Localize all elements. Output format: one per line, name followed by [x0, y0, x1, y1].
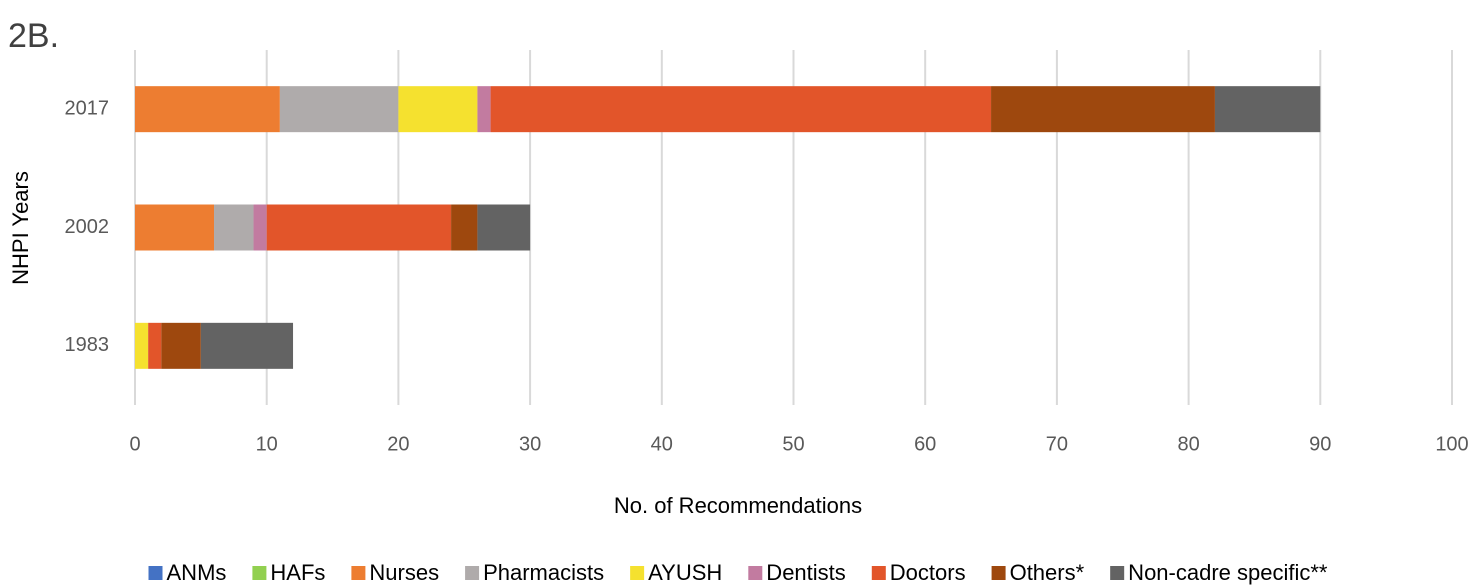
bar-segment [253, 204, 267, 251]
bar-segment [1214, 86, 1321, 133]
legend-swatch [630, 566, 645, 580]
bar-segment [200, 322, 294, 369]
y-tick-label: 2017 [65, 97, 110, 119]
x-tick-label: 60 [914, 433, 936, 455]
y-tick-label: 2002 [65, 216, 110, 238]
chart-title: 2B. [8, 17, 59, 55]
bar-segment [451, 204, 478, 251]
x-tick-label: 80 [1177, 433, 1199, 455]
x-axis-label: No. of Recommendations [614, 493, 862, 518]
legend-label: Nurses [369, 560, 439, 585]
legend-label: ANMs [167, 560, 227, 585]
legend-swatch [148, 566, 163, 580]
bar-segment [148, 322, 162, 369]
x-tick-label: 50 [782, 433, 804, 455]
bar-segment [161, 322, 201, 369]
legend-swatch [252, 566, 267, 580]
legend-label: Others* [1010, 560, 1085, 585]
bar-segment [214, 204, 254, 251]
legend-label: HAFs [270, 560, 325, 585]
legend-swatch [351, 566, 366, 580]
x-tick-label: 90 [1309, 433, 1331, 455]
bar-segment [135, 322, 149, 369]
legend-swatch [465, 566, 480, 580]
bar-segment [266, 204, 452, 251]
x-tick-label: 10 [256, 433, 278, 455]
bar-segment [135, 204, 215, 251]
bar-segment [135, 86, 280, 133]
legend-swatch [1110, 566, 1125, 580]
legend-label: Doctors [890, 560, 966, 585]
legend-swatch [991, 566, 1006, 580]
legend-label: Pharmacists [483, 560, 604, 585]
y-tick-label: 1983 [65, 334, 110, 356]
x-tick-label: 20 [387, 433, 409, 455]
x-tick-label: 0 [129, 433, 140, 455]
legend-label: AYUSH [648, 560, 722, 585]
bar-segment [477, 204, 531, 251]
legend: ANMs HAFs Nurses Pharmacists AYUSH Dentists Do… [148, 560, 1328, 585]
x-tick-label: 30 [519, 433, 541, 455]
bar-segment [279, 86, 399, 133]
x-tick-label: 100 [1435, 433, 1468, 455]
legend-label: Dentists [766, 560, 845, 585]
bar-segment [477, 86, 491, 133]
bar-segment [490, 86, 992, 133]
bar-segment [991, 86, 1215, 133]
x-tick-label: 40 [651, 433, 673, 455]
y-axis-label: NHPI Years [8, 171, 33, 285]
x-tick-label: 70 [1046, 433, 1068, 455]
legend-swatch [748, 566, 763, 580]
bar-segment [398, 86, 478, 133]
legend-swatch [871, 566, 886, 580]
legend-label: Non-cadre specific** [1128, 560, 1328, 585]
